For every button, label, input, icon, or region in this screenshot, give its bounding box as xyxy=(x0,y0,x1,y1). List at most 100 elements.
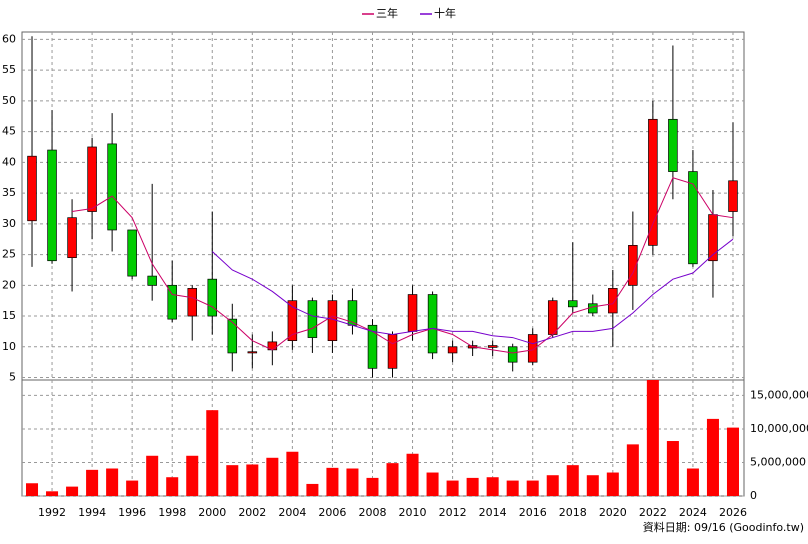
candle-body xyxy=(588,303,598,314)
volume-bar xyxy=(566,465,579,496)
volume-bar xyxy=(366,477,379,496)
candle-body xyxy=(547,300,558,335)
x-tick-label: 2000 xyxy=(198,506,226,519)
y-tick-label: 55 xyxy=(2,63,16,76)
candle-body xyxy=(427,294,438,354)
x-tick-label: 2024 xyxy=(679,506,707,519)
volume-bar xyxy=(266,457,279,496)
volume-bar xyxy=(186,455,199,496)
volume-bar xyxy=(526,480,539,496)
volume-bar xyxy=(46,491,59,496)
candle-body xyxy=(487,345,498,348)
candle-body xyxy=(107,143,117,231)
x-tick-label: 2022 xyxy=(639,506,667,519)
candle-body xyxy=(688,171,698,265)
x-tick-label: 2004 xyxy=(278,506,306,519)
volume-bar xyxy=(446,480,459,496)
volume-bar xyxy=(126,480,139,496)
volume-bar xyxy=(586,475,599,496)
candle-body xyxy=(287,300,298,342)
x-tick-label: 2010 xyxy=(399,506,427,519)
candle-body xyxy=(127,229,137,277)
volume-bar xyxy=(146,455,159,496)
source-note: 資料日期: 09/16 (Goodinfo.tw) xyxy=(643,520,804,534)
y-tick-label: 60 xyxy=(2,32,16,45)
x-tick-label: 2016 xyxy=(519,506,547,519)
volume-bar xyxy=(246,464,259,496)
y-tick-label: 5 xyxy=(9,371,16,384)
y-tick-label: 45 xyxy=(2,125,16,138)
x-tick-label: 1992 xyxy=(38,506,66,519)
volume-bar xyxy=(106,468,119,496)
candle-body xyxy=(27,155,37,222)
volume-bar xyxy=(686,468,699,496)
x-tick-label: 2020 xyxy=(599,506,627,519)
candle-body xyxy=(507,346,518,363)
legend-label: 十年 xyxy=(434,6,456,20)
candle-body xyxy=(648,118,658,246)
y-tick-label: 35 xyxy=(2,186,16,199)
y-tick-label: 5,000,000 xyxy=(750,455,806,468)
volume-bar xyxy=(206,410,219,496)
x-tick-label: 1994 xyxy=(78,506,106,519)
candle-body xyxy=(367,324,378,369)
y-tick-label: 10,000,000 xyxy=(750,422,808,435)
candle-body xyxy=(407,294,418,332)
volume-bar xyxy=(386,463,399,496)
candle-body xyxy=(147,275,157,286)
volume-bar xyxy=(406,453,419,496)
x-tick-label: 2018 xyxy=(559,506,587,519)
candle-body xyxy=(187,288,197,317)
x-tick-label: 2014 xyxy=(479,506,507,519)
candle-body xyxy=(327,300,338,342)
volume-bar xyxy=(226,465,239,496)
candle-body xyxy=(728,180,738,212)
y-tick-label: 30 xyxy=(2,217,16,230)
candle-body xyxy=(67,217,77,258)
candle-body xyxy=(387,334,398,369)
candle-body xyxy=(668,118,678,172)
y-tick-label: 15,000,000 xyxy=(750,388,808,401)
y-tick-label: 40 xyxy=(2,155,16,168)
volume-bar xyxy=(466,477,479,496)
volume-bar xyxy=(666,441,679,496)
candle-body xyxy=(708,214,718,262)
y-tick-label: 25 xyxy=(2,248,16,261)
candle-body xyxy=(227,318,238,354)
volume-bar xyxy=(546,475,559,496)
candle-body xyxy=(207,278,218,317)
volume-bar xyxy=(506,480,519,496)
y-tick-label: 0 xyxy=(750,489,757,502)
volume-bar xyxy=(706,418,719,496)
volume-bar xyxy=(306,483,319,496)
volume-bar xyxy=(726,427,739,496)
y-tick-label: 15 xyxy=(2,309,16,322)
y-tick-label: 10 xyxy=(2,340,16,353)
candle-body xyxy=(628,244,638,286)
volume-bar xyxy=(606,472,619,496)
candle-body xyxy=(568,300,578,308)
volume-bar xyxy=(286,451,299,496)
y-tick-label: 20 xyxy=(2,278,16,291)
x-tick-label: 2008 xyxy=(358,506,386,519)
candle-body xyxy=(527,334,538,363)
candle-body xyxy=(167,284,177,320)
volume-bar xyxy=(86,469,99,496)
candle-body xyxy=(608,288,618,314)
x-tick-label: 1998 xyxy=(158,506,186,519)
volume-bar xyxy=(26,483,39,496)
volume-bar xyxy=(326,467,339,496)
volume-bar xyxy=(426,472,439,496)
candle-body xyxy=(307,300,318,338)
x-tick-label: 2026 xyxy=(719,506,747,519)
candle-body xyxy=(87,146,97,212)
ma-line xyxy=(211,238,734,345)
ma-line xyxy=(71,177,734,354)
legend-label: 三年 xyxy=(376,6,398,20)
x-tick-label: 2012 xyxy=(439,506,467,519)
volume-bar xyxy=(646,380,659,496)
volume-bar xyxy=(626,444,639,496)
volume-bar xyxy=(66,486,79,496)
x-tick-label: 1996 xyxy=(118,506,146,519)
